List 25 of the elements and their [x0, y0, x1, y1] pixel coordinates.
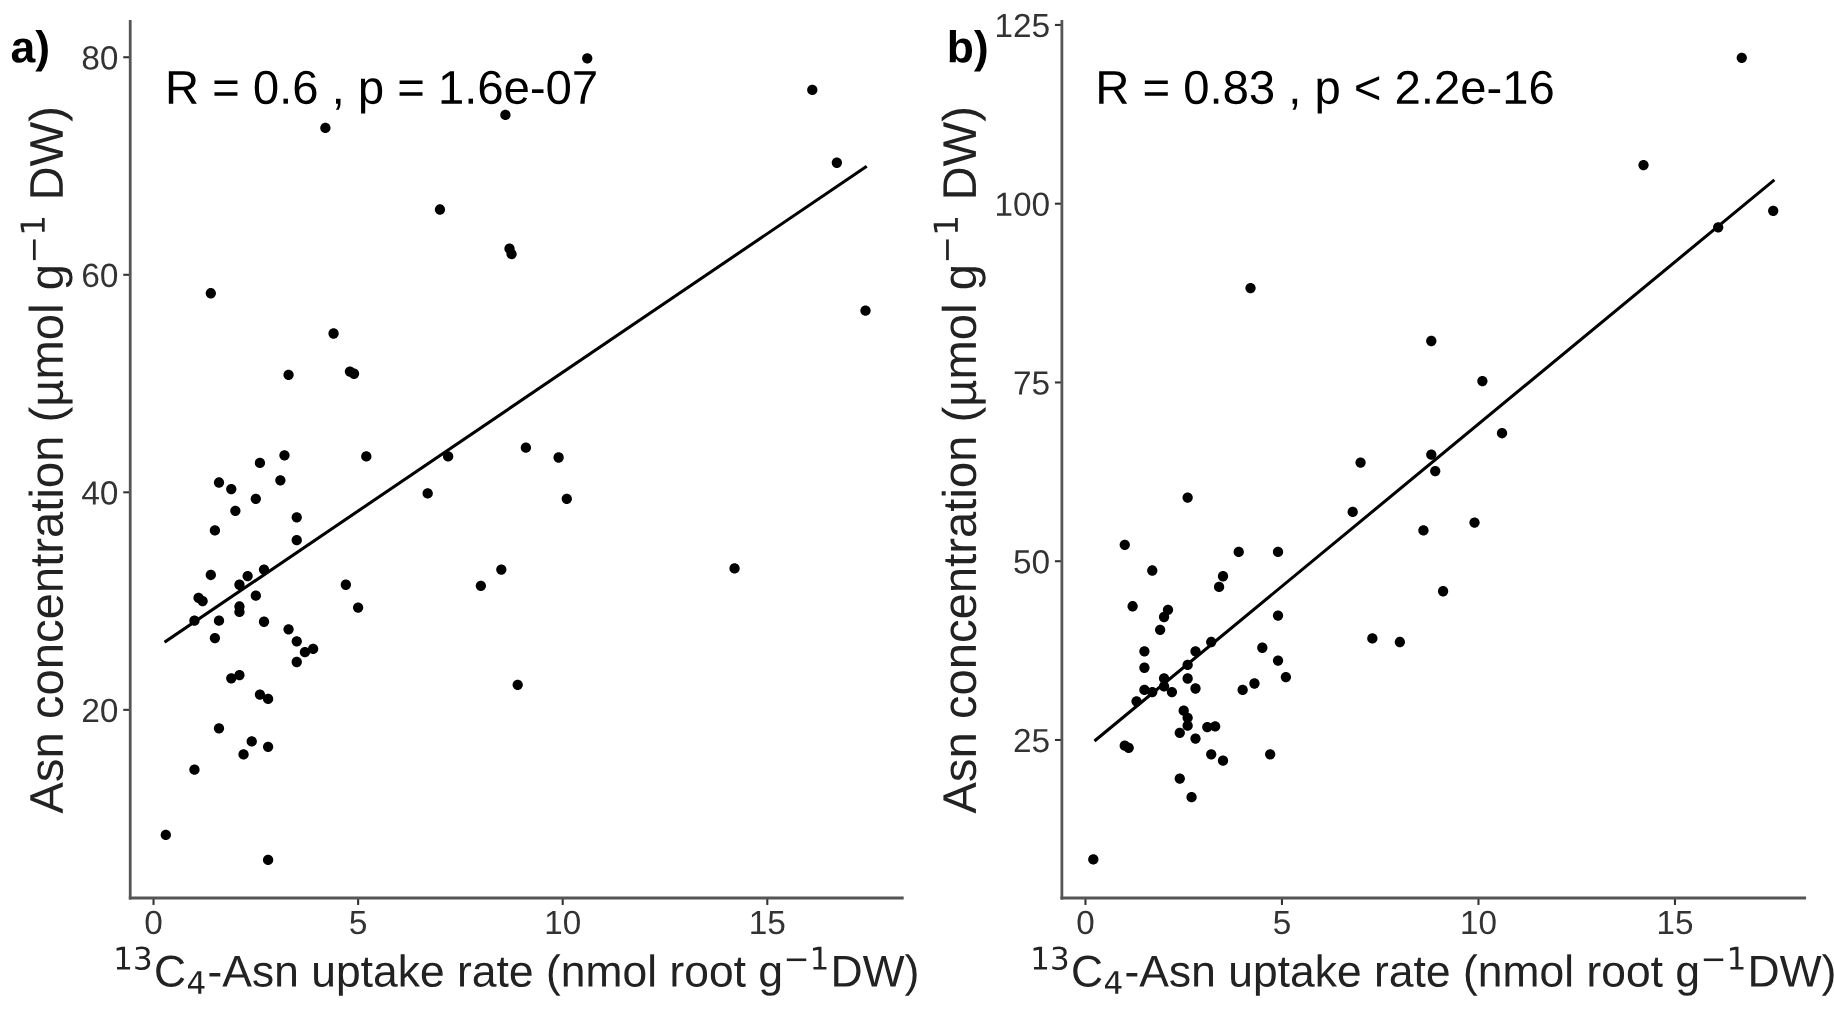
x-tick-label: 10 [1462, 910, 1496, 935]
y-tick-label: 25 [1014, 728, 1049, 753]
y-tick-label: 100 [997, 192, 1049, 217]
y-axis-title: Asn concentration (µmol g$^{−1}$ DW) [933, 109, 986, 814]
y-tick-label: 40 [82, 481, 118, 505]
y-tick-label: 50 [1014, 550, 1049, 574]
y-tick-label: 20 [83, 698, 118, 723]
x-tick-label: 5 [350, 911, 366, 935]
x-tick-label: 0 [1077, 910, 1094, 935]
chart-title: b) [949, 30, 987, 72]
y-tick-label: 60 [83, 263, 118, 288]
x-tick-label: 5 [1274, 911, 1290, 935]
annotation: R = 0.83 , p < 2.2e-16 [1099, 70, 1553, 114]
x-tick-label: 15 [751, 911, 785, 935]
x-tick-label: 0 [145, 910, 162, 935]
x-axis-title: $^{13}$C$_{4}$-Asn uptake rate (nmol root g$^{−1}$DW) [1033, 946, 1834, 996]
y-axis-title: Asn concentration (µmol g$^{−1}$ DW) [20, 109, 73, 814]
x-tick-label: 10 [546, 910, 580, 935]
x-axis-title: $^{13}$C$_{4}$-Asn uptake rate (nmol root g$^{−1}$DW) [116, 946, 917, 996]
y-tick-label: 75 [1014, 371, 1049, 395]
y-tick-label: 125 [997, 13, 1049, 38]
annotation: R = 0.6 , p = 1.6e-07 [168, 70, 596, 114]
x-tick-label: 15 [1658, 911, 1693, 935]
chart-title: a) [11, 30, 48, 72]
y-tick-label: 80 [82, 46, 118, 70]
